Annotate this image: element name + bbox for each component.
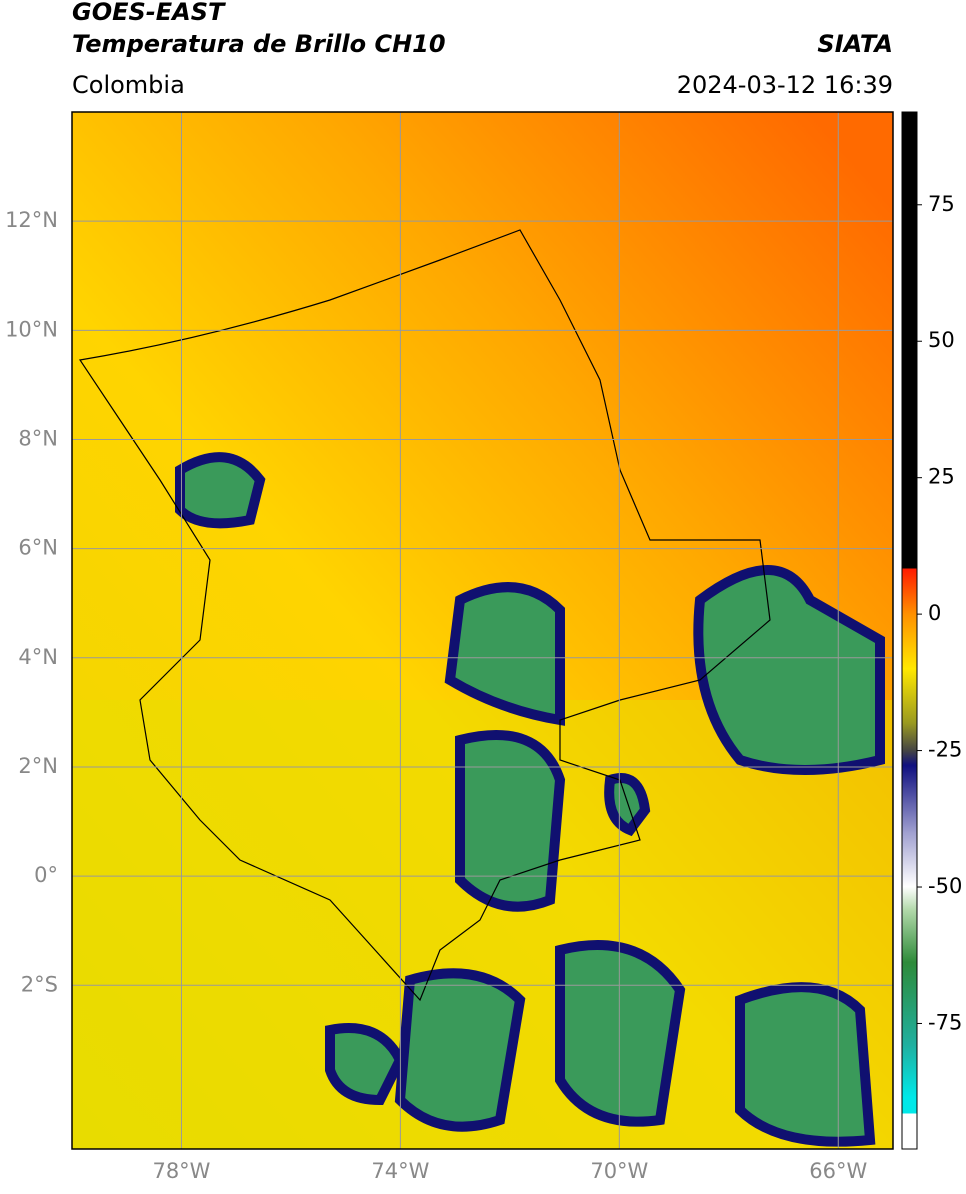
map: [72, 112, 893, 1149]
colorbar-tick-label: 25: [928, 465, 955, 489]
colorbar-tick-label: -25: [928, 738, 962, 762]
lat-tick-label: 10°N: [5, 317, 58, 341]
map-frame: [71, 111, 894, 1150]
title: GOES-EAST: [72, 0, 226, 26]
borders: [78, 229, 771, 1002]
lat-tick-label: 12°N: [5, 208, 58, 232]
colorbar-tick-label: -50: [928, 874, 962, 898]
colorbar: [901, 111, 918, 1150]
colorbar-tick-label: 0: [928, 601, 941, 625]
lat-tick-label: 6°N: [18, 536, 58, 560]
colorbar-tick-label: -75: [928, 1010, 962, 1034]
colorbar-tick-label: 50: [928, 328, 955, 352]
lon-tick-label: 70°W: [590, 1159, 648, 1183]
lat-tick-label: 8°N: [18, 426, 58, 450]
colorbar-tick-label: 75: [928, 192, 955, 216]
region: Colombia: [72, 71, 185, 99]
lat-tick-label: 2°S: [21, 972, 58, 996]
grid: [72, 112, 893, 1149]
product: Temperatura de Brillo CH10: [72, 30, 446, 58]
lon-tick-label: 74°W: [371, 1159, 429, 1183]
cloud-cells: [175, 452, 885, 1147]
lat-tick-label: 2°N: [18, 754, 58, 778]
lon-tick-label: 66°W: [809, 1159, 867, 1183]
lat-tick-label: 4°N: [18, 645, 58, 669]
datetime: 2024-03-12 16:39: [677, 71, 893, 99]
source: SIATA: [817, 30, 893, 58]
lat-tick-label: 0°: [34, 863, 58, 887]
lon-tick-label: 78°W: [152, 1159, 210, 1183]
